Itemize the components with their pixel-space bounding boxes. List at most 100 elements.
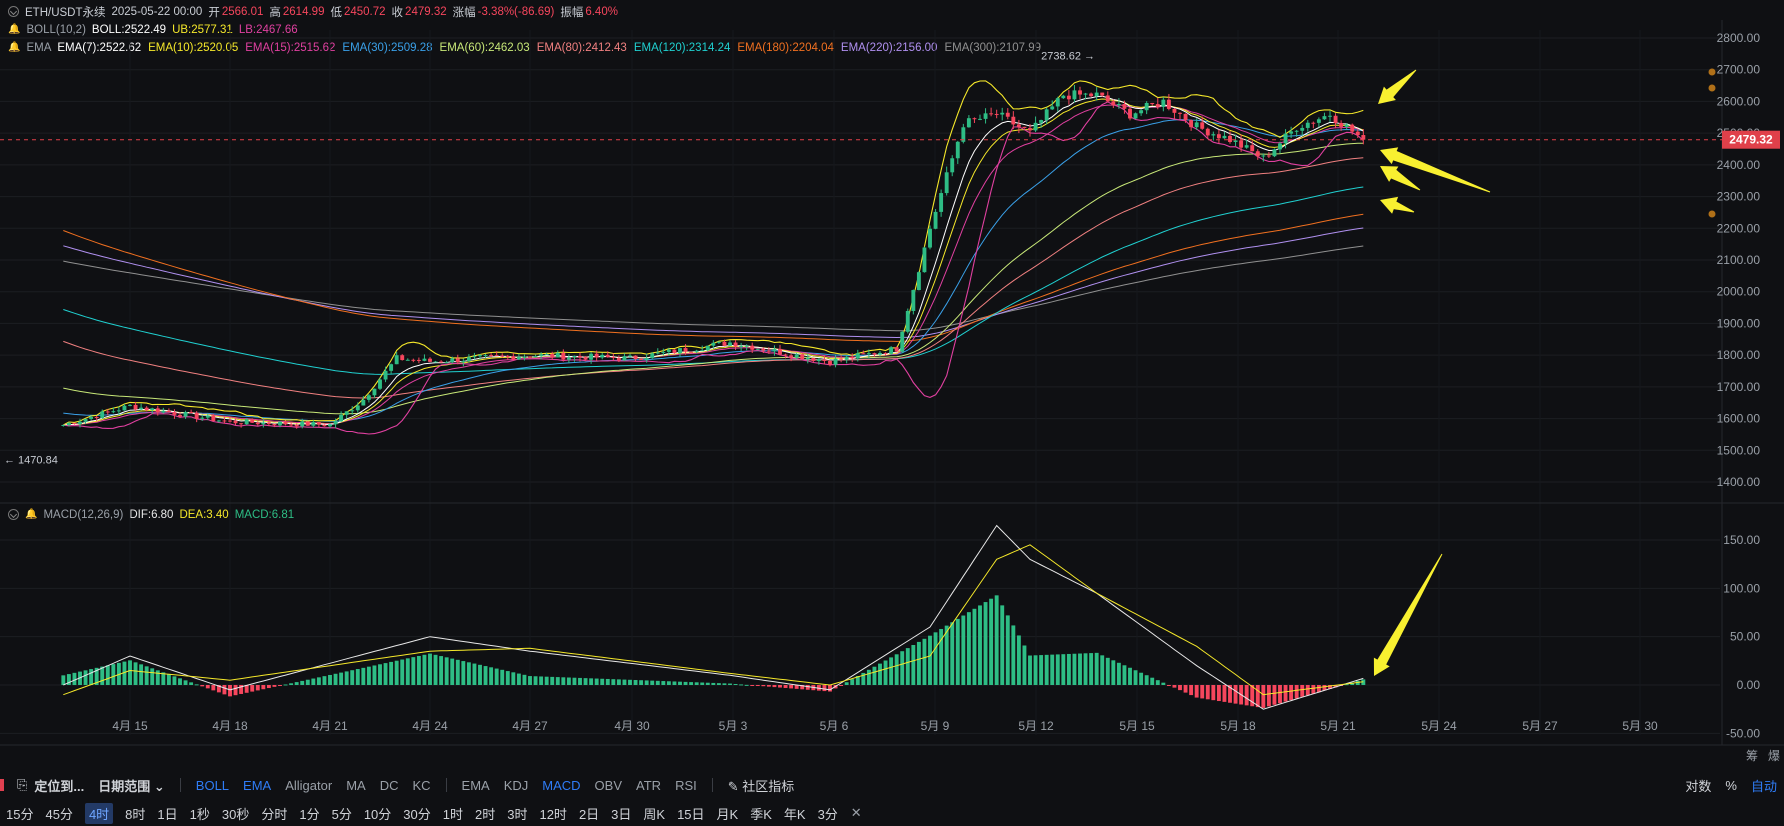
timeframe-10[interactable]: 10分: [363, 806, 392, 822]
price-chart[interactable]: 1400.00 1500.00 1600.00 1700.00 1800.00 1900.…: [0, 0, 1784, 765]
candle-body: [1089, 93, 1094, 97]
candle-body: [666, 349, 671, 352]
timeframe-2[interactable]: 4时: [84, 802, 114, 824]
timeframe-9[interactable]: 5分: [331, 806, 352, 822]
overlay-ema[interactable]: EMA: [243, 777, 272, 793]
overlay-kc[interactable]: KC: [412, 777, 431, 793]
locate-icon[interactable]: ⎘: [17, 777, 28, 792]
timeframe-5[interactable]: 1秒: [189, 806, 210, 822]
macd-bar: [189, 682, 194, 685]
high-label: 高: [269, 6, 281, 19]
macd-bar: [1233, 685, 1238, 704]
community-indicators-button[interactable]: ✎ 社区指标: [728, 776, 795, 795]
macd-bar: [922, 638, 927, 685]
timeframe-12[interactable]: 1时: [442, 806, 463, 822]
timeframe-0[interactable]: 15分: [6, 806, 34, 822]
timeframe-4[interactable]: 1日: [157, 806, 178, 822]
macd-bar: [1255, 685, 1260, 708]
axis-corner-glyph: 爆: [1768, 749, 1780, 763]
macd-bar: [255, 685, 260, 691]
indicator-obv[interactable]: OBV: [594, 777, 623, 793]
indicator-kdj[interactable]: KDJ: [503, 777, 529, 793]
timeframe-22[interactable]: 年K: [783, 806, 806, 822]
close-icon[interactable]: ✕: [850, 805, 862, 820]
macd-bar: [883, 660, 888, 685]
candle-body: [1005, 112, 1010, 117]
overlay-boll[interactable]: BOLL: [195, 777, 230, 793]
bell-icon[interactable]: 🔔: [8, 42, 21, 53]
collapse-toggle-icon[interactable]: [8, 6, 19, 17]
timeframe-7[interactable]: 分时: [261, 806, 288, 822]
macd-histogram: [61, 595, 1366, 708]
collapse-toggle-icon[interactable]: [8, 509, 19, 520]
chevron-down-icon: ⌄: [153, 778, 165, 794]
timeframe-15[interactable]: 12时: [539, 806, 567, 822]
candle-body: [978, 118, 982, 120]
candle-body: [861, 353, 866, 355]
timeframe-3[interactable]: 8时: [125, 806, 146, 822]
candle-body: [533, 356, 538, 358]
candle-body: [405, 359, 410, 361]
macd-bar: [1133, 670, 1138, 685]
candle-body: [172, 412, 177, 415]
indicator-atr[interactable]: ATR: [636, 777, 662, 793]
timeframe-16[interactable]: 2日: [578, 806, 600, 822]
overlay-ma[interactable]: MA: [346, 777, 366, 793]
macd-bar: [1205, 685, 1210, 700]
grid-lines: [0, 20, 1784, 746]
timeframe-21[interactable]: 季K: [750, 806, 772, 822]
timeframe-19[interactable]: 15日: [677, 806, 705, 822]
ema-value-ema10: EMA(10):2520.05: [148, 41, 239, 54]
candle-body: [1144, 102, 1149, 111]
macd-bar: [489, 667, 494, 685]
macd-bar: [422, 654, 427, 685]
timeframe-13[interactable]: 2时: [475, 806, 496, 822]
timeframe-8[interactable]: 1分: [299, 806, 320, 822]
macd-bar: [1211, 685, 1216, 701]
macd-bar: [1166, 685, 1171, 686]
candle-body: [789, 355, 794, 358]
bell-icon[interactable]: 🔔: [8, 24, 21, 35]
indicator-macd[interactable]: MACD: [542, 777, 581, 793]
macd-bar: [1172, 685, 1177, 688]
macd-bar: [339, 672, 344, 685]
candle-body: [778, 348, 782, 355]
candle-body: [422, 358, 427, 361]
candle-body: [489, 355, 494, 357]
timeframe-18[interactable]: 周K: [643, 806, 666, 822]
candle-body: [633, 355, 638, 360]
indicator-rsi[interactable]: RSI: [675, 777, 697, 793]
candle-body: [428, 358, 432, 362]
macd-bar: [111, 664, 116, 685]
candle-body: [128, 404, 132, 406]
ema-values: EMA(7):2522.62 EMA(10):2520.05 EMA(15):251…: [57, 42, 1041, 54]
timeframe-20[interactable]: 月K: [716, 806, 739, 822]
overlay-dc[interactable]: DC: [379, 777, 399, 793]
macd-bar: [1294, 685, 1299, 699]
candle-body: [122, 405, 127, 411]
timeframe-23[interactable]: 3分: [817, 806, 838, 822]
ema-value-ema80: EMA(80):2412.43: [536, 41, 627, 54]
candle-body: [961, 127, 966, 142]
date-range-button[interactable]: 日期范围 ⌄: [98, 776, 165, 795]
timeframe-14[interactable]: 3时: [507, 806, 528, 822]
log-scale-toggle[interactable]: 对数: [1685, 778, 1712, 794]
macd-bar: [639, 680, 644, 685]
percent-scale-toggle[interactable]: %: [1725, 777, 1737, 793]
timeframe-17[interactable]: 3日: [611, 806, 632, 822]
macd-bar: [450, 658, 455, 685]
auto-scale-toggle[interactable]: 自动: [1750, 778, 1777, 794]
timeframe-11[interactable]: 30分: [403, 806, 431, 822]
macd-bar: [855, 676, 860, 685]
locate-button[interactable]: 定位到...: [34, 778, 85, 794]
candle-body: [1178, 112, 1182, 114]
overlay-alligator[interactable]: Alligator: [285, 777, 333, 793]
bell-icon[interactable]: 🔔: [25, 509, 38, 520]
indicator-ema[interactable]: EMA: [461, 777, 490, 793]
macd-bar: [1216, 685, 1221, 702]
timeframe-1[interactable]: 45分: [45, 806, 73, 822]
x-tick-label: 4月 30: [614, 719, 650, 733]
boll-lb: LB:2467.66: [238, 23, 298, 36]
x-tick-label: 5月 30: [1622, 719, 1658, 733]
timeframe-6[interactable]: 30秒: [221, 806, 250, 822]
